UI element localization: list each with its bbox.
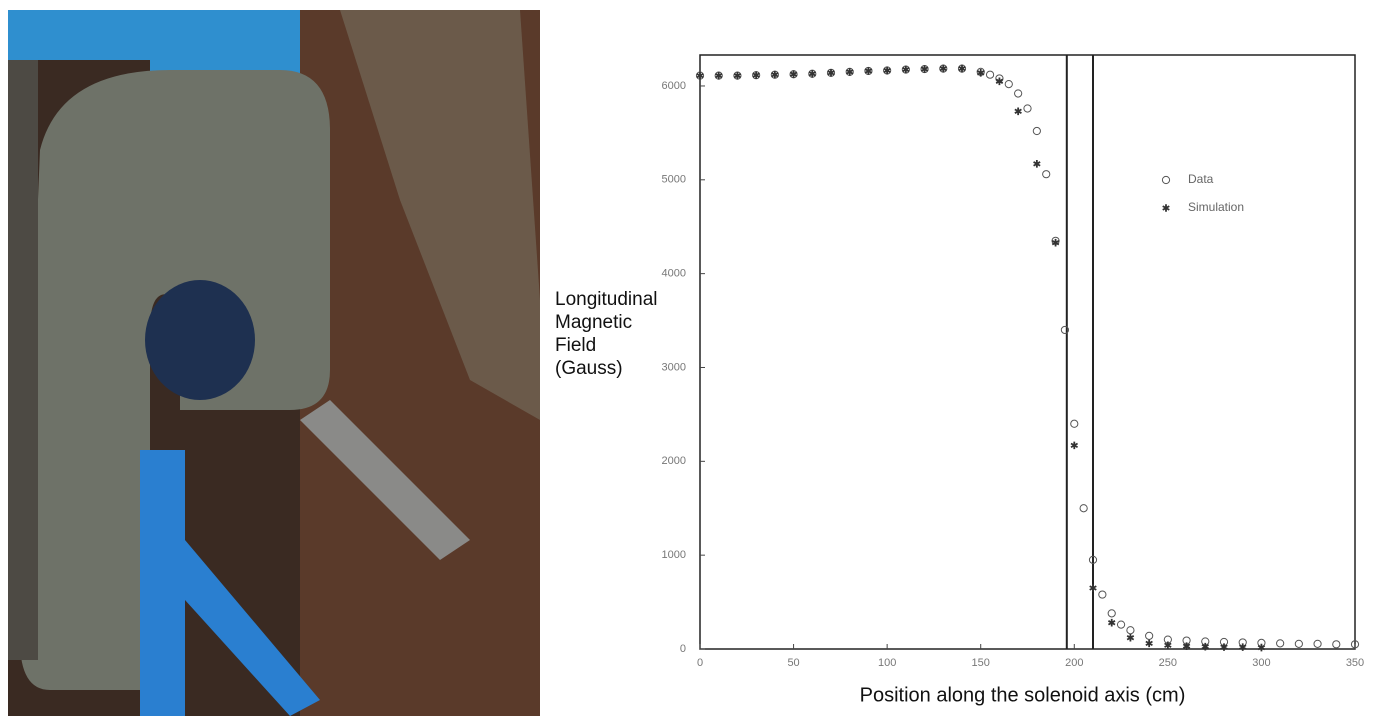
y-tick-label: 3000 <box>662 361 686 373</box>
data-point <box>771 70 779 79</box>
data-point <box>985 70 995 79</box>
data-point <box>827 69 835 77</box>
y-tick-label: 6000 <box>662 80 686 92</box>
data-point <box>808 69 817 78</box>
data-point <box>1126 626 1135 635</box>
legend-label: Simulation <box>1188 200 1244 214</box>
data-point <box>752 71 760 79</box>
x-tick-label: 0 <box>697 657 703 669</box>
data-point <box>939 64 948 73</box>
x-tick-label: 100 <box>878 657 896 669</box>
data-point <box>902 65 910 74</box>
data-point <box>1164 641 1172 650</box>
legend-marker <box>1161 175 1171 185</box>
y-tick-label: 2000 <box>662 455 686 467</box>
x-tick-label: 300 <box>1252 657 1270 669</box>
y-axis-label: Field <box>555 335 596 356</box>
x-tick-label: 350 <box>1346 657 1364 669</box>
data-point <box>1201 642 1210 651</box>
data-point <box>714 71 723 80</box>
data-point <box>1238 643 1247 651</box>
photo <box>8 10 540 716</box>
data-point <box>1014 89 1023 98</box>
data-point <box>1070 419 1079 428</box>
data-point <box>1313 639 1322 648</box>
data-point <box>920 65 929 73</box>
data-point <box>733 71 742 80</box>
data-point <box>864 67 873 75</box>
data-point <box>1116 620 1126 629</box>
data-point <box>1107 609 1116 618</box>
x-tick-label: 200 <box>1065 657 1083 669</box>
data-point <box>1257 643 1266 652</box>
data-point <box>1042 170 1051 179</box>
data-point <box>883 66 891 75</box>
data-point <box>976 69 985 77</box>
data-point <box>789 70 798 79</box>
legend-marker <box>1162 204 1170 212</box>
y-tick-label: 5000 <box>662 174 686 186</box>
data-point <box>1032 126 1041 136</box>
data-point <box>958 64 966 73</box>
data-point <box>1182 642 1191 650</box>
data-point <box>1089 584 1097 592</box>
data-point <box>845 68 854 76</box>
data-point <box>1145 639 1153 648</box>
data-point <box>1145 631 1154 640</box>
data-point <box>1014 107 1022 116</box>
data-point <box>1004 79 1013 89</box>
data-point <box>1023 104 1032 113</box>
data-point <box>1079 504 1088 513</box>
data-point <box>995 77 1004 86</box>
data-point <box>1060 325 1070 335</box>
data-point <box>1126 633 1135 642</box>
x-tick-label: 50 <box>787 657 799 669</box>
data-point <box>1294 639 1303 648</box>
plot-frame <box>699 54 1356 650</box>
y-tick-label: 0 <box>680 643 686 655</box>
y-tick-label: 4000 <box>662 268 686 280</box>
x-tick-label: 250 <box>1159 657 1177 669</box>
y-axis-label: Longitudinal <box>555 289 657 310</box>
data-point <box>1332 640 1341 649</box>
y-axis-label: (Gauss) <box>555 358 623 379</box>
chart: 0 50 100 150 200 250 300 350 0 1000 2000 3000 4000 50… <box>555 55 1364 706</box>
data-point <box>1070 441 1079 450</box>
data-point <box>1088 555 1098 564</box>
data-point <box>1220 643 1228 651</box>
data-point <box>1350 640 1360 649</box>
data-point <box>1051 238 1060 247</box>
y-axis-label: Magnetic <box>555 312 632 333</box>
y-tick-label: 1000 <box>662 549 686 561</box>
data-point <box>1107 618 1116 627</box>
x-tick-label: 150 <box>972 657 990 669</box>
data-point <box>1276 639 1285 648</box>
data-point <box>696 71 704 80</box>
legend-label: Data <box>1188 172 1214 186</box>
data-point <box>1098 590 1107 599</box>
x-axis-label: Position along the solenoid axis (cm) <box>860 684 1186 706</box>
data-point <box>1033 160 1041 168</box>
